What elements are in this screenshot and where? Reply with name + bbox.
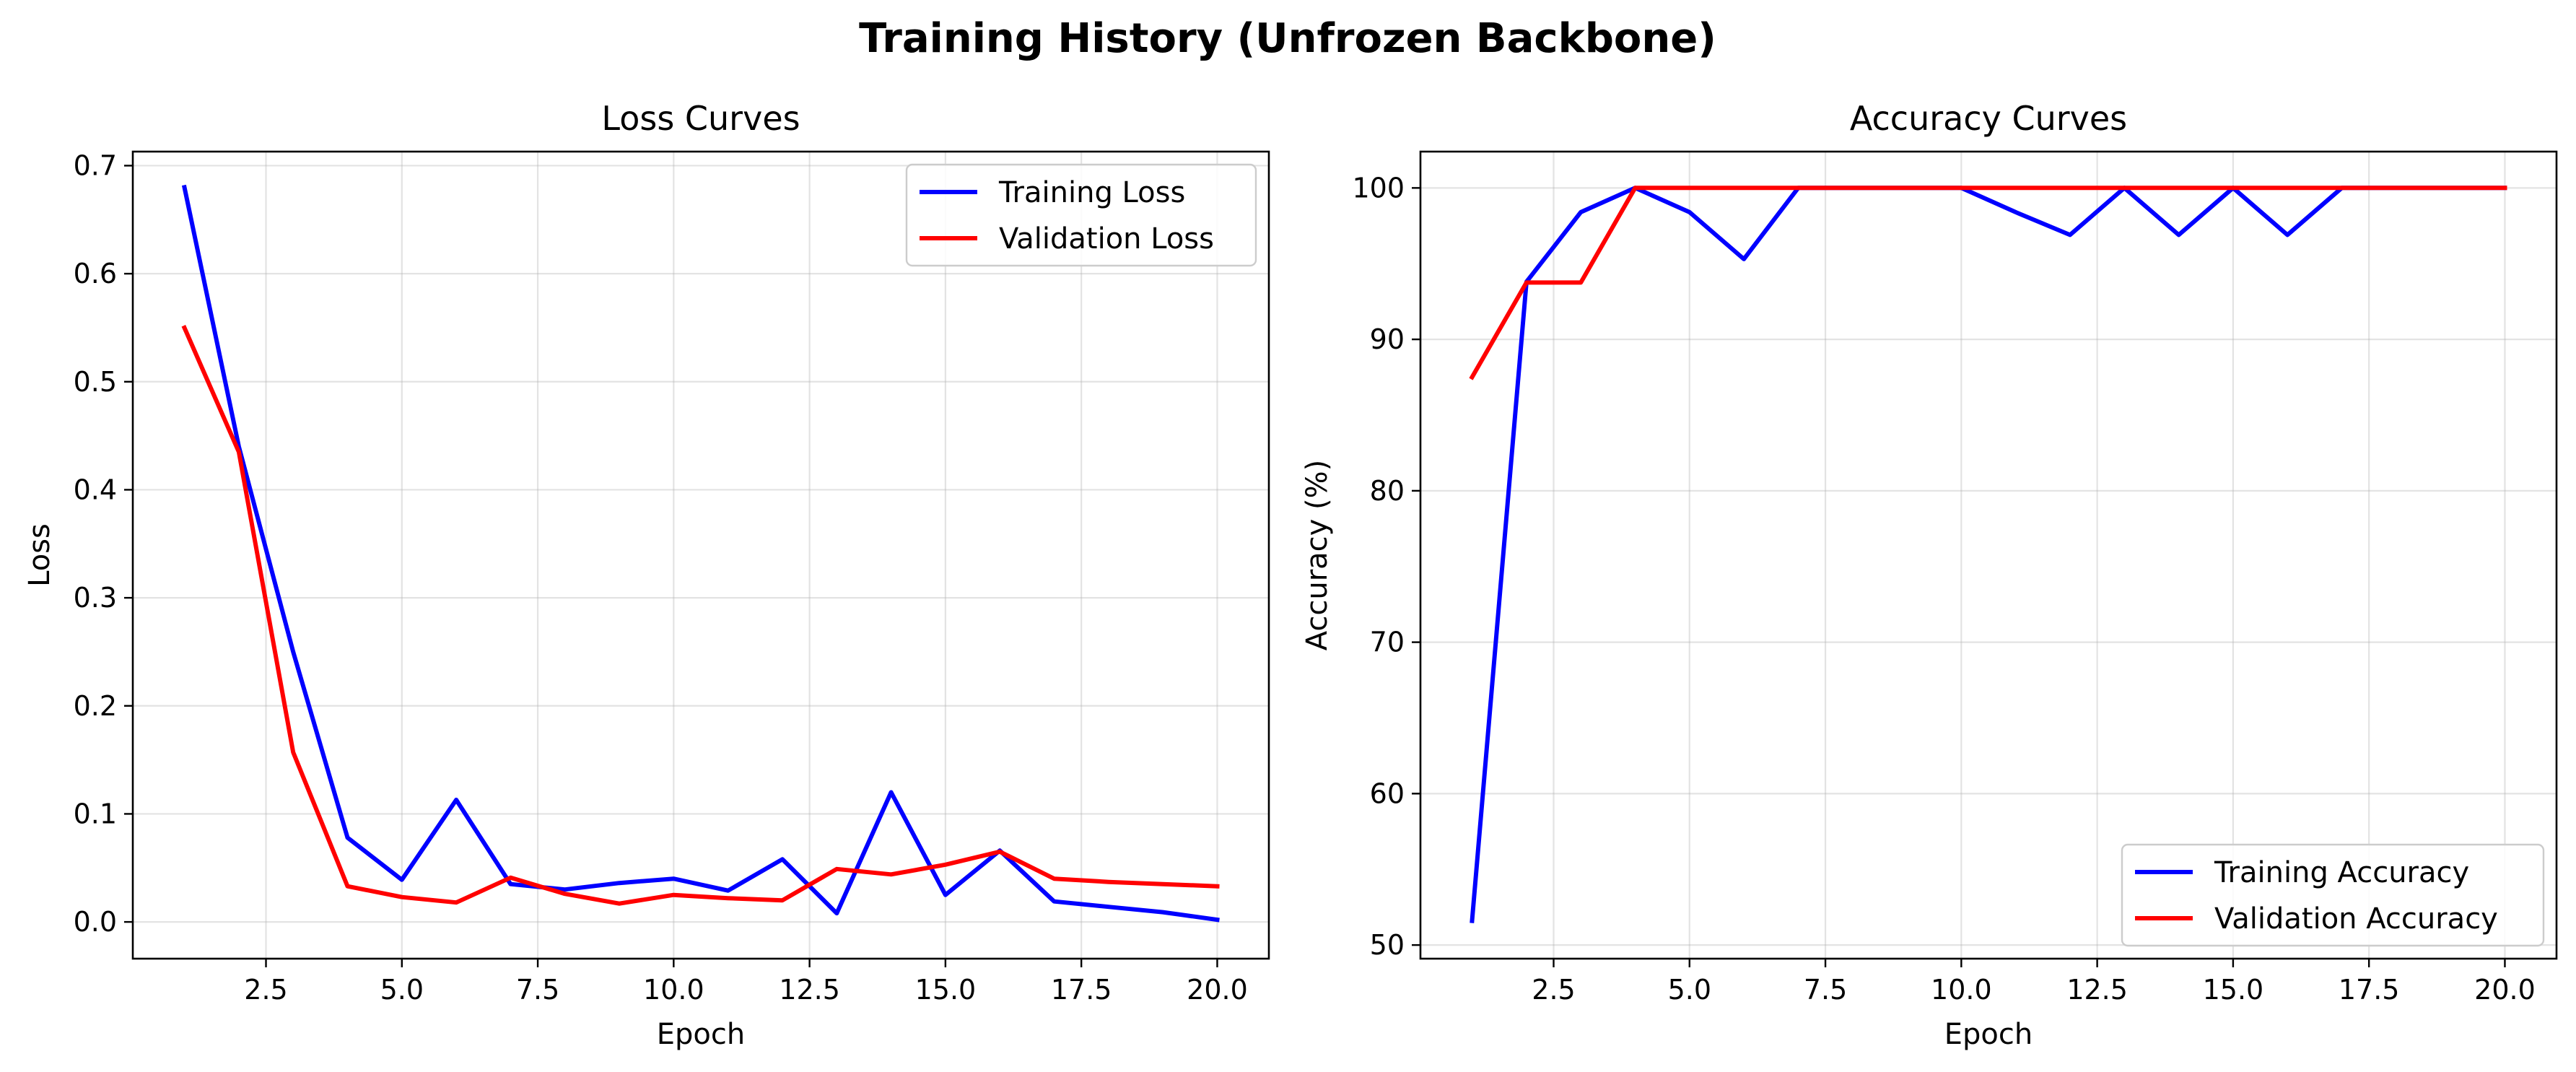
panel2-x-tick-label: 2.5 [1532, 974, 1575, 1006]
panel1-title: Loss Curves [601, 99, 800, 138]
panel1-x-tick-label: 17.5 [1051, 974, 1112, 1006]
panel1-x-tick-label: 20.0 [1187, 974, 1248, 1006]
panel2-x-tick-label: 15.0 [2203, 974, 2264, 1006]
panel2-legend: Training Accuracy Validation Accuracy [2121, 843, 2545, 947]
panel1-y-tick-label: 0.0 [74, 906, 117, 938]
panel2-x-axis-label: Epoch [1944, 1018, 2033, 1051]
panel2-y-tick-label: 80 [1370, 475, 1405, 507]
panel2-axes-frame [1419, 150, 2558, 960]
panel2-series-line-1 [1470, 186, 2507, 923]
panel2-y-axis-label: Accuracy (%) [1301, 460, 1334, 651]
panel2-y-tick-label: 60 [1370, 777, 1405, 809]
panel2-y-tick-label: 90 [1370, 323, 1405, 355]
panel1-legend-box [905, 163, 1257, 267]
panel1-x-tick-label: 15.0 [915, 974, 977, 1006]
panel1-legend-label-2: Validation Loss [999, 222, 1214, 256]
figure-title: Training History (Unfrozen Backbone) [859, 15, 1716, 62]
loss-curves-panel: 2.5 5.0 7.5 10.0 12.5 15.0 17.5 20.0 0.0 0.1 0.2 0.… [23, 99, 1270, 1051]
panel1-y-axis-label: Loss [23, 523, 56, 587]
panel1-y-tick-label: 0.3 [74, 582, 117, 614]
panel2-legend-label-1: Training Accuracy [2214, 856, 2469, 889]
panel1-y-tick-label: 0.1 [74, 798, 117, 829]
panel2-x-tick-label: 12.5 [2066, 974, 2128, 1006]
panel2-y-tick-label: 100 [1352, 172, 1405, 204]
panel1-y-tick-label: 0.4 [74, 474, 117, 505]
panel1-y-tick-label: 0.5 [74, 366, 117, 398]
accuracy-curves-panel: 2.5 5.0 7.5 10.0 12.5 15.0 17.5 20.0 50 60 70 80 90 1… [1301, 99, 2558, 1051]
panel1-x-tick-label: 12.5 [779, 974, 840, 1006]
panel1-series-line-2 [181, 325, 1220, 906]
panel2-x-tick-label: 20.0 [2474, 974, 2536, 1006]
panel2-x-tick-label: 10.0 [1931, 974, 1992, 1006]
panel1-series-line-1 [181, 184, 1220, 923]
panel2-x-tick-label: 7.5 [1804, 974, 1847, 1006]
panel1-legend-label-1: Training Loss [998, 176, 1185, 209]
panel1-x-tick-label: 2.5 [244, 974, 287, 1006]
panel1-legend: Training Loss Validation Loss [905, 163, 1257, 267]
panel2-legend-label-2: Validation Accuracy [2214, 902, 2498, 936]
panel1-x-axis-label: Epoch [657, 1018, 745, 1051]
panel2-x-tick-label: 17.5 [2339, 974, 2400, 1006]
panel2-y-tick-label: 50 [1370, 929, 1405, 961]
panel2-title: Accuracy Curves [1850, 99, 2127, 138]
panel1-y-tick-label: 0.2 [74, 690, 117, 722]
panel1-x-tick-label: 7.5 [516, 974, 559, 1006]
panel1-x-tick-label: 5.0 [380, 974, 424, 1006]
panel1-axes-frame [131, 150, 1270, 960]
panel1-y-tick-label: 0.6 [74, 258, 117, 289]
panel2-legend-box [2121, 843, 2545, 947]
panel1-x-tick-label: 10.0 [643, 974, 704, 1006]
panel2-x-tick-label: 5.0 [1668, 974, 1711, 1006]
panel1-y-tick-label: 0.7 [74, 149, 117, 181]
panel2-series-line-2 [1469, 186, 2507, 380]
panel2-y-tick-label: 70 [1370, 627, 1405, 658]
